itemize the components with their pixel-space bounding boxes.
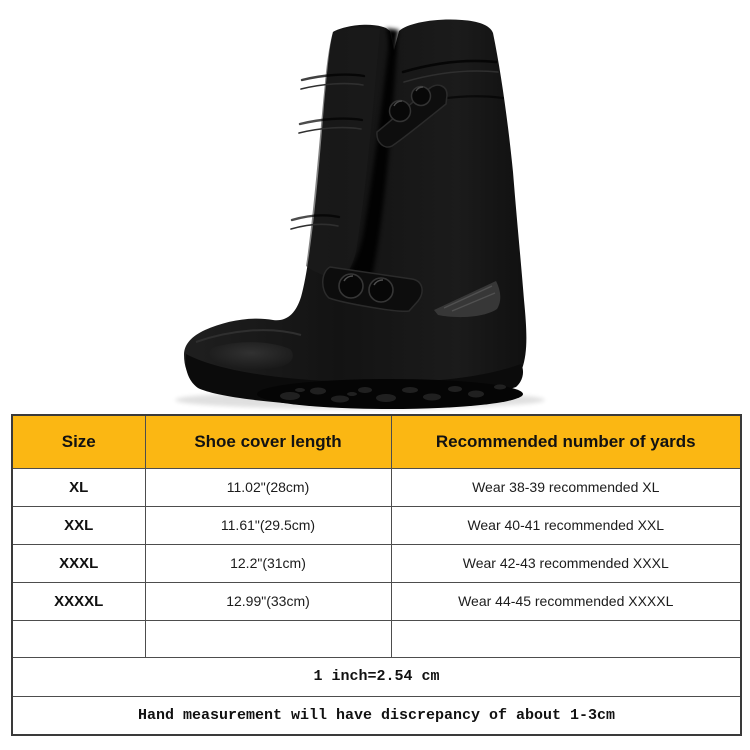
table-row: XXXL 12.2"(31cm) Wear 42-43 recommended … [11, 543, 742, 583]
table-row: XXL 11.61"(29.5cm) Wear 40-41 recommende… [11, 505, 742, 545]
size-cell: XXXXL [11, 581, 146, 621]
header-shoe-cover-length: Shoe cover length [144, 414, 392, 469]
boot-toe-gloss [209, 342, 293, 370]
boot-lower-strap [322, 266, 423, 313]
size-chart-header-row: Size Shoe cover length Recommended numbe… [11, 414, 742, 469]
size-cell [11, 619, 146, 658]
note-inch-conversion: 1 inch=2.54 cm [11, 656, 742, 697]
length-cell [144, 619, 392, 658]
note-row-measurement-discrepancy: Hand measurement will have discrepancy o… [11, 695, 742, 736]
note-measurement-discrepancy: Hand measurement will have discrepancy o… [11, 695, 742, 736]
length-cell: 12.99"(33cm) [144, 581, 392, 621]
table-row: XXXXL 12.99"(33cm) Wear 44-45 recommende… [11, 581, 742, 621]
length-cell: 11.61"(29.5cm) [144, 505, 392, 545]
recommend-cell [390, 619, 742, 658]
shoe-cover-boot-image [175, 19, 545, 409]
size-cell: XL [11, 467, 146, 507]
recommend-cell: Wear 44-45 recommended XXXXL [390, 581, 742, 621]
boot-seam-lines [290, 59, 505, 230]
size-chart-table: Size Shoe cover length Recommended numbe… [11, 414, 742, 736]
size-cell: XXXL [11, 543, 146, 583]
header-size: Size [11, 414, 146, 469]
product-photo [175, 19, 545, 409]
length-cell: 12.2"(31cm) [144, 543, 392, 583]
boot-reflective-patch [434, 281, 501, 318]
header-recommended-yards: Recommended number of yards [390, 414, 742, 469]
recommend-cell: Wear 42-43 recommended XXXL [390, 543, 742, 583]
table-row: XL 11.02"(28cm) Wear 38-39 recommended X… [11, 467, 742, 507]
boot-slit-shadow [345, 34, 397, 284]
table-row-empty [11, 619, 742, 658]
recommend-cell: Wear 40-41 recommended XXL [390, 505, 742, 545]
recommend-cell: Wear 38-39 recommended XL [390, 467, 742, 507]
length-cell: 11.02"(28cm) [144, 467, 392, 507]
size-cell: XXL [11, 505, 146, 545]
boot-upper-strap [376, 84, 448, 148]
boot-front-panel [306, 27, 380, 280]
note-row-inch-conversion: 1 inch=2.54 cm [11, 656, 742, 697]
boot-toe-ridge [195, 329, 302, 343]
boot-tread [257, 379, 523, 409]
